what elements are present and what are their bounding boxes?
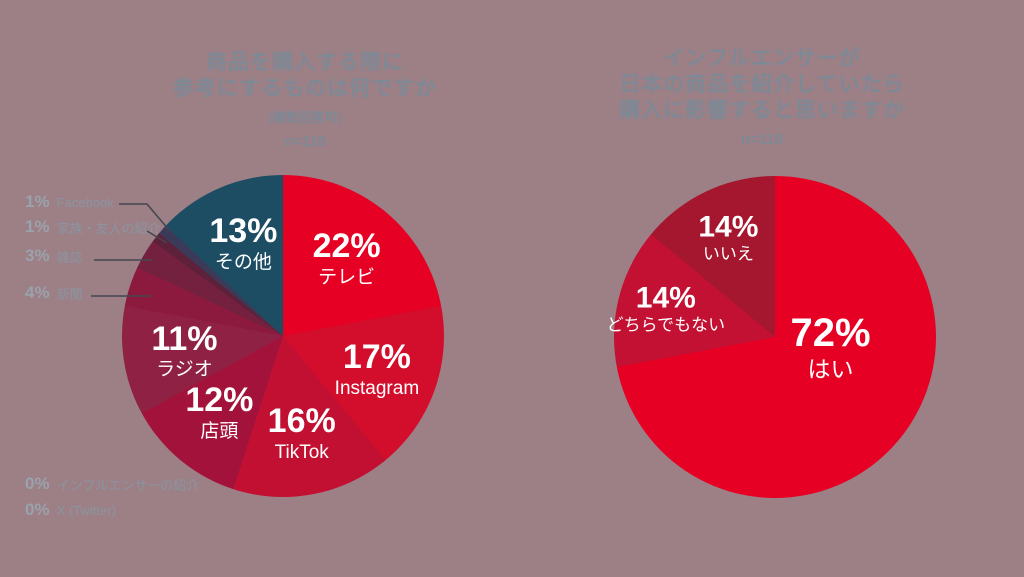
external-label-name: Facebook — [56, 194, 114, 210]
external-label-name: 雑誌 — [56, 249, 83, 265]
slice-name: TikTok — [274, 441, 329, 463]
zero-label-row: 0% X (Twitter) — [25, 500, 116, 520]
left-pie-zero-labels: 0% インフルエンサーの紹介 0% X (Twitter) — [25, 474, 265, 534]
external-label-percent: 1% — [25, 192, 50, 211]
slice-name: ラジオ — [156, 359, 213, 381]
right-chart-sample-size: n=118 — [740, 131, 784, 148]
external-label-name: 家族・友人の紹介 — [56, 220, 161, 236]
external-label-percent: 4% — [25, 283, 50, 302]
zero-label-percent: 0% — [25, 474, 50, 493]
external-label-percent: 3% — [25, 246, 50, 265]
pie-slice-label: 13% その他 — [209, 212, 278, 275]
right-chart-title-line-1: インフルエンサーが — [663, 47, 861, 70]
right-chart-title-line-3: 購入に影響すると思いますか — [619, 99, 905, 122]
slice-name: その他 — [214, 252, 272, 274]
pie-slice-label: 72% はい — [790, 312, 870, 382]
pie-slice-label: 12% 店頭 — [185, 381, 254, 443]
slice-percent: 11% — [151, 319, 218, 358]
left-chart-title-line-1: 商品を購入する際に — [206, 51, 404, 74]
external-label-percent: 1% — [25, 217, 50, 236]
pie-slice-label: 11% ラジオ — [151, 319, 218, 382]
pie-slice-label: 22% テレビ — [313, 229, 381, 289]
external-label-row: 1% 家族・友人の紹介 — [25, 217, 161, 237]
zero-label-percent: 0% — [25, 500, 50, 519]
right-chart-title-line-2: 日本の商品を紹介していたら — [619, 73, 905, 96]
external-label-row: 3% 雑誌 — [25, 246, 83, 266]
slice-name: どちらでもない — [606, 315, 726, 335]
slice-name: 店頭 — [200, 420, 239, 442]
slice-name: はい — [807, 355, 854, 382]
pie-slice-label: 16% TikTok — [268, 404, 336, 464]
left-chart-subtitle: (複数回答可) — [268, 110, 342, 125]
slice-name: いいえ — [702, 244, 754, 264]
pie-slice-label: 14% いいえ — [698, 211, 758, 264]
slice-percent: 16% — [267, 402, 336, 441]
external-label-row: 4% 新聞 — [25, 283, 83, 303]
right-pie-chart — [614, 176, 936, 498]
left-chart-sample-size: n=118 — [283, 133, 327, 150]
external-label-name: 新聞 — [56, 286, 83, 302]
zero-label-name: X (Twitter) — [56, 502, 116, 518]
slice-percent: 22% — [312, 227, 381, 266]
right-chart-title-block: インフルエンサーが 日本の商品を紹介していたら 購入に影響すると思いますか n=… — [567, 46, 957, 148]
external-label-row: 1% Facebook — [25, 192, 114, 212]
left-pie-external-labels: 1% Facebook 1% 家族・友人の紹介 3% 雑誌 4% 新聞 — [25, 192, 245, 322]
left-chart-title-line-2: 参考にするものは何ですか — [172, 77, 438, 100]
slice-percent: 14% — [635, 281, 696, 315]
pie-slice-label: 14% どちらでもない — [607, 282, 726, 335]
slice-percent: 12% — [185, 381, 254, 420]
pie-slice-label: 17% Instagram — [334, 338, 420, 400]
zero-label-row: 0% インフルエンサーの紹介 — [25, 474, 199, 494]
slice-name: Instagram — [334, 377, 420, 399]
slice-name: テレビ — [318, 267, 376, 288]
slice-percent: 17% — [342, 338, 411, 377]
slice-percent: 13% — [209, 212, 278, 251]
zero-label-name: インフルエンサーの紹介 — [56, 477, 200, 493]
slice-percent: 14% — [698, 210, 759, 244]
slice-percent: 72% — [790, 310, 871, 355]
left-pie-chart — [122, 175, 444, 497]
left-chart-title-block: 商品を購入する際に 参考にするものは何ですか (複数回答可) n=118 — [110, 50, 500, 150]
